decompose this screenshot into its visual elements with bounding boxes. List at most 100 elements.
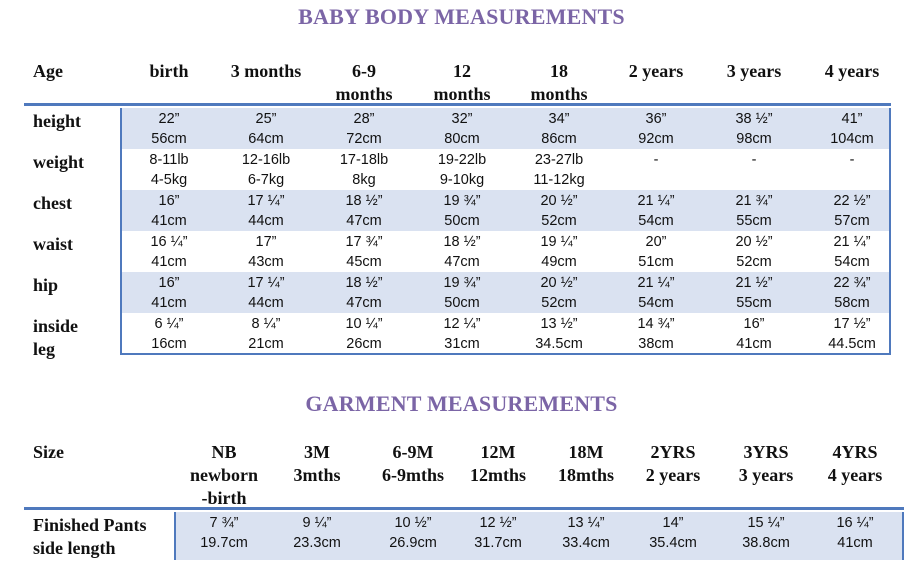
body-table-cell: 25” 64cm (218, 109, 314, 149)
garment-column-header-line: 12mths (469, 465, 526, 485)
metric-value: 44cm (248, 213, 284, 229)
imperial-value: - (653, 152, 659, 168)
garment-column-header-line: NB (211, 442, 237, 462)
metric-value: 80cm (444, 131, 480, 147)
garment-table-left-border (174, 512, 176, 560)
imperial-value: - (751, 152, 757, 168)
imperial-value: - (849, 152, 855, 168)
body-column-header-line: 18 (550, 61, 568, 81)
garment-table-cell: 13 ¼” 33.4cm (538, 513, 634, 553)
body-column-header: 6-9 months (316, 60, 412, 106)
body-column-header: 3 years (706, 60, 802, 106)
imperial-value: 21 ¼” (637, 193, 675, 209)
imperial-value: 19 ¼” (540, 234, 578, 250)
body-table-cell: 16” 41cm (706, 314, 802, 354)
body-measurements-title: BABY BODY MEASUREMENTS (298, 4, 625, 29)
body-table-cell: 17 ¼” 44cm (218, 191, 314, 231)
metric-value: 8kg (352, 172, 376, 188)
imperial-value: 14 ¾” (637, 316, 675, 332)
size-header-label: Size (33, 442, 64, 462)
garment-column-header-line: 4 years (827, 465, 883, 485)
garment-column-header: 4YRS 4 years (807, 441, 903, 510)
body-table-cell: 32” 80cm (414, 109, 510, 149)
body-table-cell: 21 ¾” 55cm (706, 191, 802, 231)
metric-value: 38.8cm (742, 535, 790, 551)
body-table-cell: 16 ¼” 41cm (121, 232, 217, 272)
metric-value: 52cm (736, 254, 772, 270)
metric-value: 64cm (248, 131, 284, 147)
body-table-cell: 8 ¼” 21cm (218, 314, 314, 354)
imperial-value: 19 ¾” (443, 275, 481, 291)
imperial-value: 18 ½” (345, 193, 383, 209)
garment-table-right-border (902, 512, 904, 560)
garment-row-label: Finished Pants side length (33, 514, 147, 560)
garment-column-header: 12M 12mths (450, 441, 546, 510)
metric-value: 31.7cm (474, 535, 522, 551)
metric-value: 50cm (444, 295, 480, 311)
imperial-value: 13 ½” (540, 316, 578, 332)
metric-value: 31cm (444, 336, 480, 352)
imperial-value: 21 ½” (735, 275, 773, 291)
imperial-value: 22 ¾” (833, 275, 871, 291)
imperial-value: 15 ¼” (747, 515, 785, 531)
imperial-value: 10 ¼” (345, 316, 383, 332)
metric-value: 21cm (248, 336, 284, 352)
body-table-cell: 20 ½” 52cm (706, 232, 802, 272)
imperial-value: 17 ½” (833, 316, 871, 332)
body-column-header-line: 12 (453, 61, 471, 81)
imperial-value: 16” (743, 316, 765, 332)
body-table-cell: 13 ½” 34.5cm (511, 314, 607, 354)
metric-value: 55cm (736, 213, 772, 229)
metric-value: 98cm (736, 131, 772, 147)
imperial-value: 17 ¼” (247, 275, 285, 291)
row-band (174, 512, 904, 560)
imperial-value: 19 ¾” (443, 193, 481, 209)
body-table-cell: 17 ¾” 45cm (316, 232, 412, 272)
body-table-cell: 10 ¼” 26cm (316, 314, 412, 354)
garment-row-label-line: Finished Pants (33, 515, 147, 535)
imperial-value: 36” (645, 111, 667, 127)
imperial-value: 20 ½” (540, 275, 578, 291)
garment-column-header-line: 12M (480, 442, 516, 462)
body-table-row: waist 16 ¼” 41cm 17” 43cm 17 ¾” 45cm 18 ½” 47cm 1… (0, 231, 923, 272)
imperial-value: 41” (841, 111, 863, 127)
imperial-value: 8-11lb (149, 152, 189, 168)
body-table-cell: 16” 41cm (121, 273, 217, 313)
metric-value: 57cm (834, 213, 870, 229)
body-table-cell: 19 ¼” 49cm (511, 232, 607, 272)
metric-value: 19.7cm (200, 535, 248, 551)
garment-table-cell: 12 ½” 31.7cm (450, 513, 546, 553)
body-table-cell: 21 ¼” 54cm (608, 273, 704, 313)
imperial-value: 12 ¼” (443, 316, 481, 332)
body-table-cell: 34” 86cm (511, 109, 607, 149)
body-table-cell: 18 ½” 47cm (414, 232, 510, 272)
body-table-cell: 19-22lb 9-10kg (414, 150, 510, 190)
body-table-cell: 18 ½” 47cm (316, 273, 412, 313)
imperial-value: 18 ½” (345, 275, 383, 291)
metric-value: 38cm (638, 336, 674, 352)
metric-value: 54cm (638, 295, 674, 311)
imperial-value: 12-16lb (241, 152, 291, 168)
body-table-cell: - (706, 150, 802, 190)
body-row-label-line: inside (33, 316, 79, 336)
body-column-header-line: months (335, 84, 393, 104)
body-table-cell: 14 ¾” 38cm (608, 314, 704, 354)
body-table-cell: 6 ¼” 16cm (121, 314, 217, 354)
metric-value: 43cm (248, 254, 284, 270)
body-header-rule (24, 103, 891, 106)
imperial-value: 7 ¾” (209, 515, 239, 531)
metric-value: 4-5kg (150, 172, 188, 188)
body-table-row: weight 8-11lb 4-5kg 12-16lb 6-7kg 17-18lb 8kg 1… (0, 149, 923, 190)
garment-column-header-line: 2 years (645, 465, 701, 485)
body-column-header-line: 4 years (824, 61, 880, 81)
body-row-label-line: height (33, 111, 82, 131)
garment-column-header: 3M 3mths (269, 441, 365, 510)
garment-column-header: 18M 18mths (538, 441, 634, 510)
body-column-header-line: months (530, 84, 588, 104)
imperial-value: 25” (255, 111, 277, 127)
body-table-row: chest 16” 41cm 17 ¼” 44cm 18 ½” 47cm 19 ¾” 50cm 2… (0, 190, 923, 231)
imperial-value: 17 ¼” (247, 193, 285, 209)
metric-value: 26cm (346, 336, 382, 352)
body-column-header-line: 2 years (628, 61, 684, 81)
body-table-cell: 12 ¼” 31cm (414, 314, 510, 354)
